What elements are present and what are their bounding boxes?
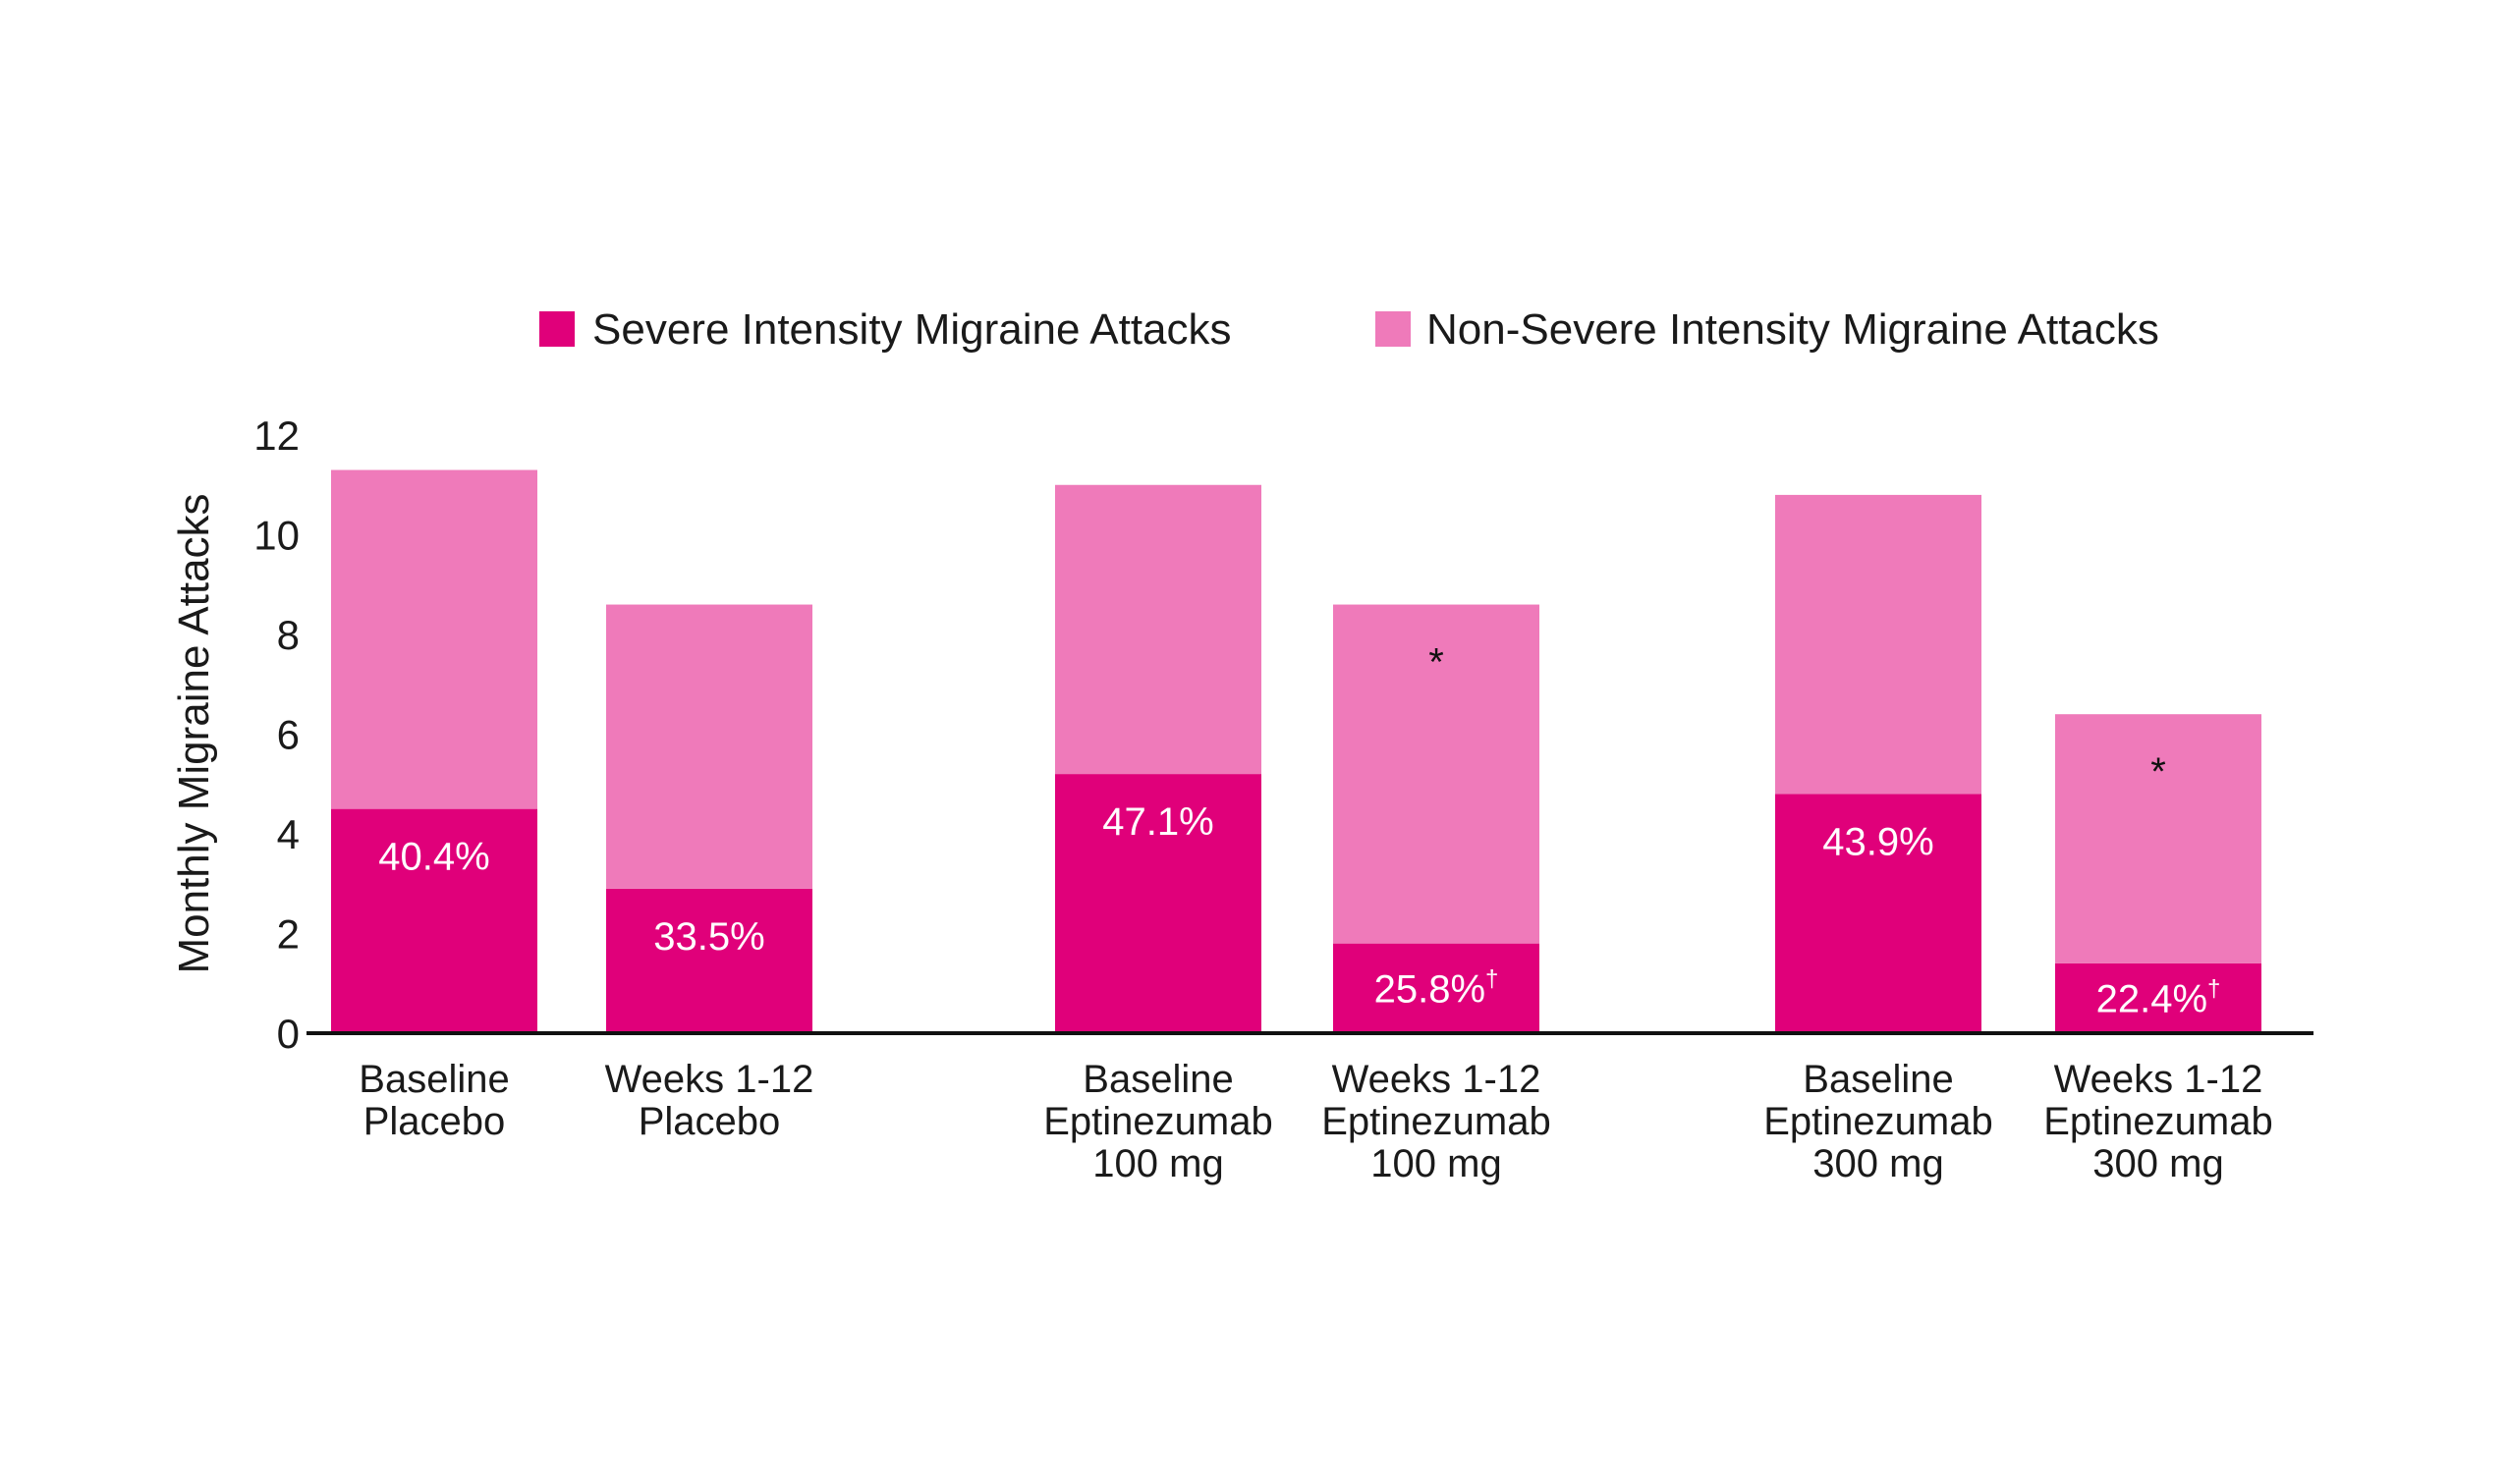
bar-non-severe bbox=[331, 469, 537, 809]
y-tick-label: 2 bbox=[277, 911, 300, 958]
bar-severe bbox=[331, 808, 537, 1033]
y-tick-label: 12 bbox=[253, 412, 300, 459]
x-category-label: Eptinezumab bbox=[2043, 1100, 2272, 1143]
data-label-percent: 25.8%† bbox=[1374, 965, 1499, 1011]
data-label-percent: 47.1% bbox=[1102, 800, 1213, 844]
legend-label-non-severe: Non-Severe Intensity Migraine Attacks bbox=[1426, 305, 2159, 354]
legend: Severe Intensity Migraine Attacks Non-Se… bbox=[539, 305, 2159, 354]
bar-severe bbox=[1775, 794, 1981, 1033]
significance-asterisk: * bbox=[2150, 750, 2166, 794]
bar-non-severe bbox=[1055, 484, 1261, 775]
x-category-label: Placebo bbox=[639, 1100, 781, 1143]
x-category-label: Baseline bbox=[1083, 1058, 1233, 1101]
y-tick-label: 0 bbox=[277, 1011, 300, 1057]
legend-swatch-severe bbox=[539, 311, 575, 347]
x-category-label: Weeks 1-12 bbox=[1332, 1058, 1541, 1101]
legend-swatch-non-severe bbox=[1375, 311, 1411, 347]
x-category-label: Weeks 1-12 bbox=[605, 1058, 814, 1101]
x-category-label: Baseline bbox=[359, 1058, 509, 1101]
x-category-label: Baseline bbox=[1803, 1058, 1953, 1101]
x-category-label: 300 mg bbox=[2092, 1142, 2223, 1185]
y-axis-ticks: 0 2 4 6 8 10 12 bbox=[253, 412, 300, 1057]
bar-non-severe bbox=[1775, 494, 1981, 795]
y-tick-label: 4 bbox=[277, 811, 300, 857]
bar-severe bbox=[1333, 943, 1539, 1033]
data-label-percent: 33.5% bbox=[653, 915, 764, 959]
data-label-percent: 40.4% bbox=[378, 836, 489, 879]
bar-severe bbox=[2055, 962, 2261, 1033]
data-label-percent: 22.4%† bbox=[2096, 975, 2221, 1020]
legend-label-severe: Severe Intensity Migraine Attacks bbox=[592, 305, 1232, 354]
x-category-label: Weeks 1-12 bbox=[2054, 1058, 2263, 1101]
significance-asterisk: * bbox=[1428, 641, 1444, 685]
bar-non-severe bbox=[1333, 604, 1539, 944]
y-axis-title: Monthly Migraine Attacks bbox=[170, 493, 218, 973]
bar-severe bbox=[1055, 774, 1261, 1033]
x-category-label: Eptinezumab bbox=[1763, 1100, 1992, 1143]
x-category-label: 300 mg bbox=[1812, 1142, 1943, 1185]
data-label-percent: 43.9% bbox=[1822, 820, 1933, 863]
bar-severe bbox=[606, 888, 812, 1033]
bars bbox=[331, 469, 2261, 1033]
bar-non-severe bbox=[2055, 714, 2261, 963]
y-tick-label: 6 bbox=[277, 712, 300, 758]
bar-non-severe bbox=[606, 604, 812, 889]
y-tick-label: 10 bbox=[253, 513, 300, 559]
x-category-label: 100 mg bbox=[1092, 1142, 1223, 1185]
x-category-label: Placebo bbox=[363, 1100, 506, 1143]
x-category-label: Eptinezumab bbox=[1043, 1100, 1272, 1143]
x-category-label: Eptinezumab bbox=[1321, 1100, 1550, 1143]
x-category-label: 100 mg bbox=[1370, 1142, 1501, 1185]
data-labels: 40.4% 33.5% 47.1% 25.8%† * 43.9% 22.4%† * bbox=[378, 641, 2220, 1021]
y-tick-label: 8 bbox=[277, 612, 300, 658]
